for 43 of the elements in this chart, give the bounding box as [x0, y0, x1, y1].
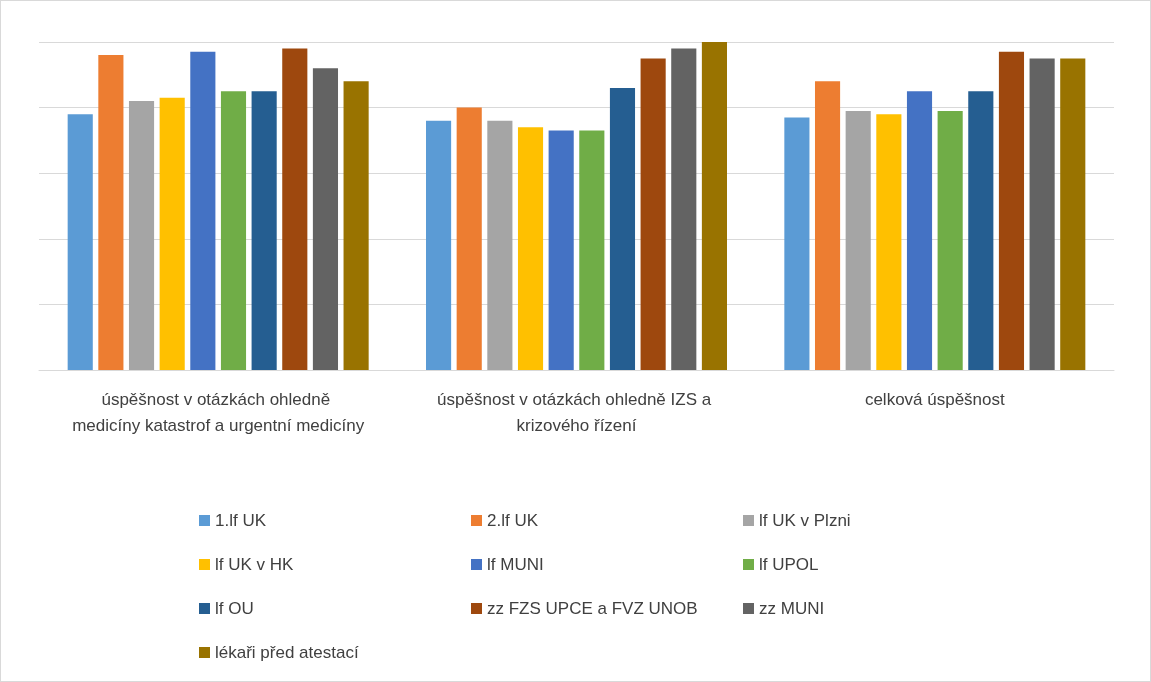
bar: [1029, 58, 1055, 370]
bar: [1060, 58, 1086, 370]
bar: [906, 91, 933, 370]
bar: [128, 101, 155, 370]
bar: [814, 81, 841, 370]
bar: [579, 130, 605, 370]
bar: [343, 81, 369, 370]
bar: [937, 110, 963, 370]
bar: [220, 91, 247, 370]
bar: [998, 51, 1025, 370]
legend-label: zz FZS UPCE a FVZ UNOB: [487, 599, 698, 618]
bar: [487, 120, 513, 370]
bar: [640, 58, 666, 370]
bar: [701, 42, 727, 370]
legend-label: zz MUNI: [759, 599, 825, 618]
bar: [251, 91, 277, 370]
bar: [312, 68, 339, 370]
legend-label: 1.lf UK: [215, 511, 267, 530]
bar: [282, 48, 308, 370]
bar: [845, 110, 871, 370]
bar: [968, 91, 994, 370]
legend-label: lf UK v HK: [215, 555, 295, 574]
bar: [98, 55, 124, 370]
x-tick-label: úspěšnost v otázkách ohledně medicíny katastrof a urgentní medicíny: [72, 389, 365, 435]
bar: [671, 48, 697, 370]
bar: [426, 120, 452, 370]
legend-label: lf UK v Plzni: [759, 511, 851, 530]
x-tick-label: celková úspěšnost: [864, 389, 1006, 409]
legend-label: lékaři před atestací: [215, 643, 359, 662]
legend-label: lf OU: [215, 599, 254, 618]
bar: [609, 87, 636, 370]
bar: [517, 127, 544, 370]
legend-label: lf UPOL: [759, 555, 819, 574]
legend-label: lf MUNI: [487, 555, 544, 574]
x-tick-label: úspěšnost v otázkách ohledně IZS a krizového řízení: [437, 389, 716, 435]
bar: [548, 130, 574, 370]
bar: [159, 97, 185, 370]
bar: [67, 114, 93, 370]
bar: [456, 107, 482, 370]
bar: [784, 117, 810, 370]
legend-label: 2.lf UK: [487, 511, 539, 530]
bar: [190, 51, 216, 370]
bar: [876, 114, 902, 370]
